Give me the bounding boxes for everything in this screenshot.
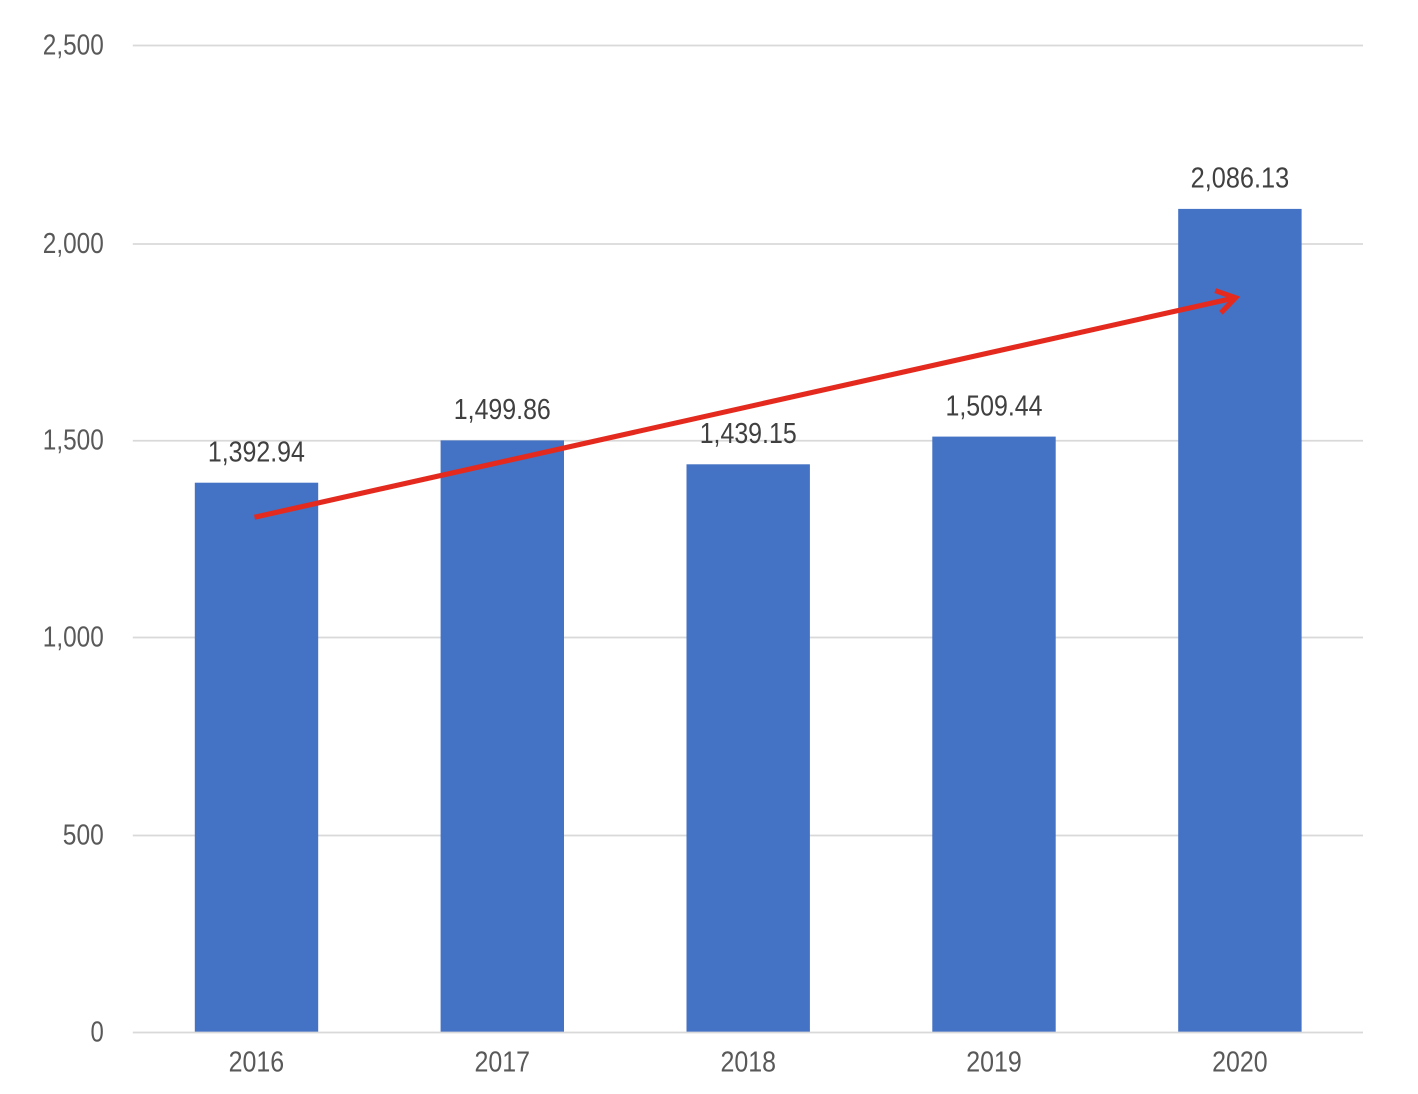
svg-text:2017: 2017 [475,1047,531,1079]
svg-text:0: 0 [91,1016,104,1048]
svg-text:1,499.86: 1,499.86 [454,394,551,426]
svg-text:2,500: 2,500 [43,29,104,61]
svg-text:2020: 2020 [1212,1047,1268,1079]
svg-text:1,509.44: 1,509.44 [946,390,1043,422]
svg-text:1,439.15: 1,439.15 [700,418,797,450]
svg-text:2,000: 2,000 [43,228,104,260]
svg-text:2016: 2016 [229,1047,285,1079]
svg-text:2019: 2019 [966,1047,1022,1079]
svg-text:1,500: 1,500 [43,425,104,457]
svg-text:1,392.94: 1,392.94 [208,437,305,469]
svg-text:2018: 2018 [720,1047,776,1079]
svg-text:1,000: 1,000 [43,621,104,653]
svg-text:500: 500 [63,819,104,851]
svg-text:2,086.13: 2,086.13 [1191,163,1290,195]
